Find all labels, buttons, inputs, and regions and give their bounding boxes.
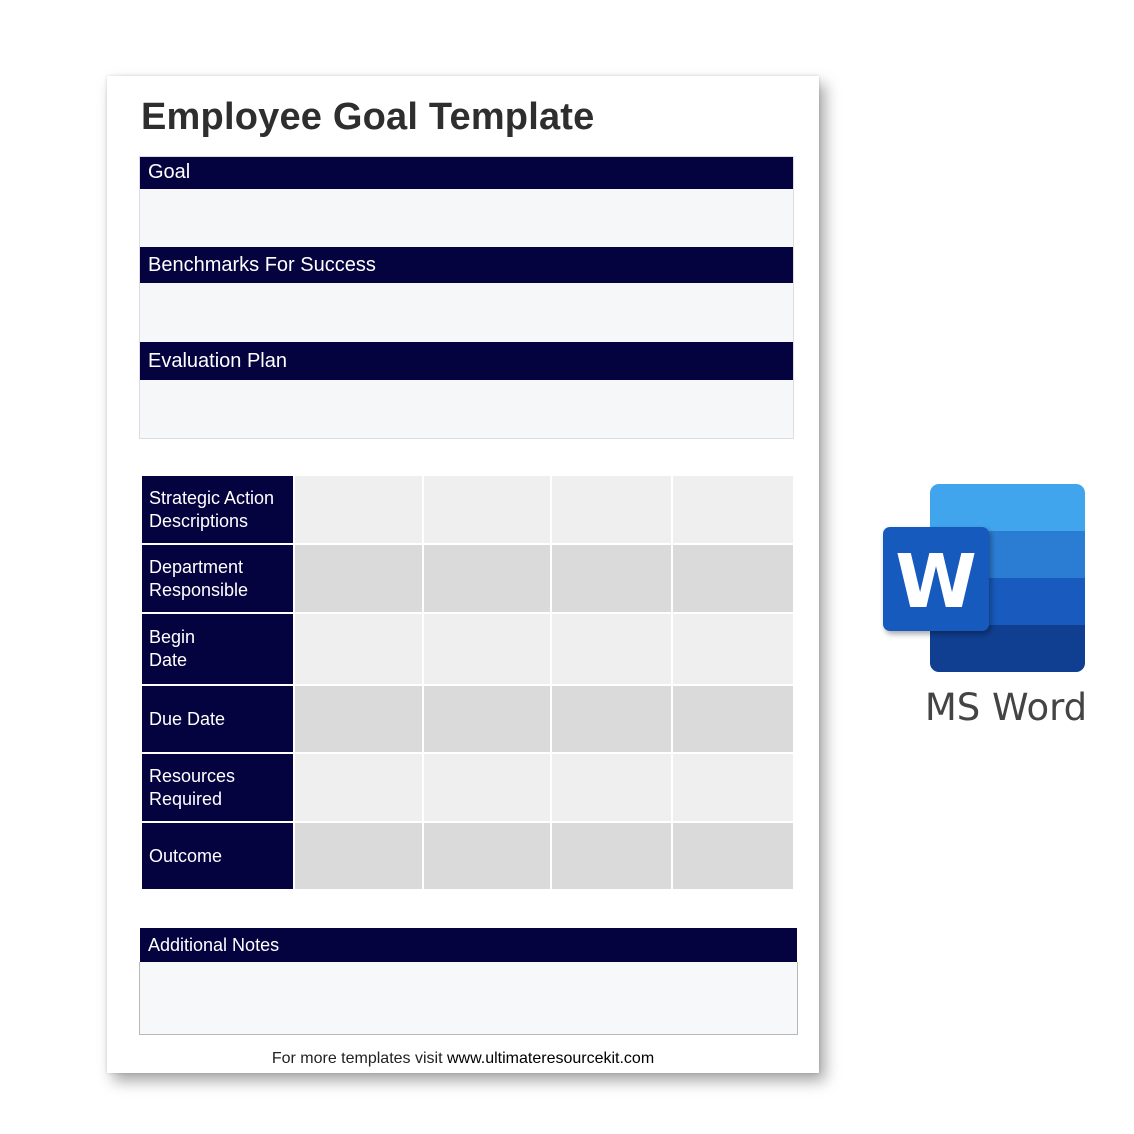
table-cell[interactable]	[293, 543, 424, 614]
goal-header: Goal	[140, 156, 793, 189]
evaluation-plan-field[interactable]	[140, 380, 793, 438]
footer-url[interactable]: www.ultimateresourcekit.com	[446, 1050, 655, 1067]
table-cell[interactable]	[550, 684, 673, 754]
benchmarks-header: Benchmarks For Success	[140, 247, 793, 283]
row-label: Begin Date	[140, 612, 295, 686]
table-cell[interactable]	[671, 684, 795, 754]
evaluation-plan-header: Evaluation Plan	[140, 342, 793, 380]
additional-notes-field[interactable]	[139, 962, 798, 1035]
goal-field[interactable]	[140, 189, 793, 247]
additional-notes-header: Additional Notes	[140, 928, 797, 962]
table-cell[interactable]	[671, 543, 795, 614]
benchmarks-field[interactable]	[140, 283, 793, 342]
table-cell[interactable]	[550, 474, 673, 545]
table-cell[interactable]	[550, 612, 673, 686]
ms-word-label: MS Word	[924, 686, 1088, 729]
table-cell[interactable]	[422, 543, 552, 614]
action-table: Strategic Action Descriptions Department…	[140, 474, 795, 891]
table-row: Resources Required	[140, 752, 795, 823]
table-row: Strategic Action Descriptions	[140, 474, 795, 545]
table-cell[interactable]	[293, 684, 424, 754]
table-row: Begin Date	[140, 612, 795, 686]
table-cell[interactable]	[671, 474, 795, 545]
table-cell[interactable]	[422, 684, 552, 754]
table-cell[interactable]	[671, 821, 795, 891]
page-title: Employee Goal Template	[141, 96, 595, 138]
table-cell[interactable]	[550, 543, 673, 614]
table-cell[interactable]	[550, 821, 673, 891]
row-label: Department Responsible	[140, 543, 295, 614]
ms-word-icon: W	[883, 484, 1085, 672]
table-row: Department Responsible	[140, 543, 795, 614]
table-cell[interactable]	[293, 474, 424, 545]
document-page: Employee Goal Template Goal Benchmarks F…	[107, 76, 819, 1073]
table-row: Outcome	[140, 821, 795, 891]
table-cell[interactable]	[671, 612, 795, 686]
table-cell[interactable]	[671, 752, 795, 823]
table-cell[interactable]	[422, 752, 552, 823]
table-cell[interactable]	[422, 821, 552, 891]
table-cell[interactable]	[422, 474, 552, 545]
footer-note: For more templates visit www.ultimateres…	[107, 1050, 819, 1068]
table-cell[interactable]	[293, 752, 424, 823]
table-cell[interactable]	[293, 821, 424, 891]
table-row: Due Date	[140, 684, 795, 754]
row-label: Outcome	[140, 821, 295, 891]
table-cell[interactable]	[422, 612, 552, 686]
row-label: Resources Required	[140, 752, 295, 823]
table-cell[interactable]	[550, 752, 673, 823]
footer-prefix: For more templates visit	[271, 1050, 447, 1067]
row-label: Due Date	[140, 684, 295, 754]
word-letter: W	[895, 539, 977, 625]
row-label: Strategic Action Descriptions	[140, 474, 295, 545]
table-cell[interactable]	[293, 612, 424, 686]
